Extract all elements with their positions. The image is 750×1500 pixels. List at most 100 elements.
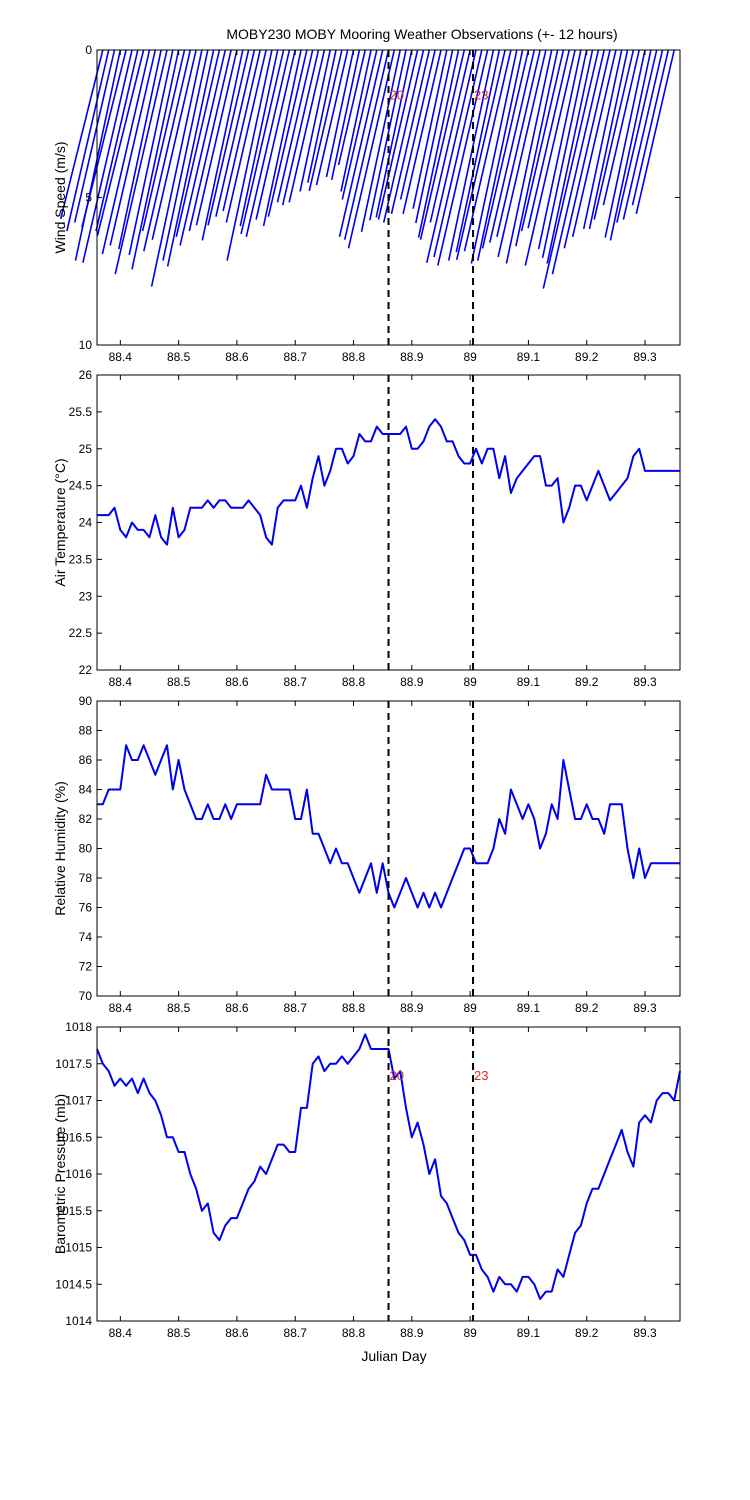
x-tick-label: 89.1 — [517, 1326, 541, 1340]
wind-stick — [382, 49, 425, 223]
wind-stick — [81, 49, 127, 228]
x-tick-label: 88.4 — [109, 675, 133, 689]
wind-stick — [150, 49, 203, 287]
wind-stick — [179, 49, 227, 246]
wind-stick — [602, 49, 640, 206]
wind-stick — [325, 49, 355, 178]
wind-stick — [308, 49, 343, 191]
wind-stick — [563, 49, 611, 249]
wind-stick — [96, 49, 145, 237]
x-tick-label: 89.2 — [575, 675, 599, 689]
y-tick-label: 70 — [79, 989, 93, 1003]
x-tick-label: 89 — [463, 1001, 477, 1015]
y-tick-label: 1015 — [65, 1241, 92, 1255]
wind-stick — [609, 49, 652, 241]
wind-stick — [571, 49, 617, 237]
wind-stick — [463, 49, 512, 252]
x-tick-label: 88.7 — [284, 675, 308, 689]
x-tick-label: 89.2 — [575, 350, 599, 364]
wind-stick — [489, 49, 536, 243]
wind-stick — [73, 49, 116, 223]
wind-stick — [101, 49, 151, 255]
y-tick-label: 84 — [79, 783, 93, 797]
rh-line — [97, 744, 680, 909]
wind-stick — [114, 49, 168, 275]
x-tick-label: 88.6 — [225, 1326, 249, 1340]
wind-stick — [527, 49, 570, 229]
wind-stick — [377, 49, 419, 220]
x-tick-label: 88.8 — [342, 675, 366, 689]
x-tick-label: 89.3 — [633, 1326, 657, 1340]
wind-stick — [546, 49, 594, 264]
x-tick-label: 89.2 — [575, 1326, 599, 1340]
wind-stick — [437, 49, 489, 266]
bp-y-axis-label: Barometric Pressure (mb) — [52, 1094, 68, 1254]
y-tick-label: 80 — [79, 842, 93, 856]
x-tick-label: 88.4 — [109, 1001, 133, 1015]
wind-stick — [417, 49, 460, 238]
wind-stick — [515, 49, 559, 247]
wind-stick — [338, 49, 384, 237]
wind-stick — [307, 49, 337, 183]
x-tick-label: 88.9 — [400, 1326, 424, 1340]
y-tick-label: 1018 — [65, 1020, 92, 1034]
y-tick-label: 88 — [79, 724, 93, 738]
wind-stick — [226, 49, 273, 261]
wind-stick — [330, 49, 361, 180]
wind-stick — [141, 49, 186, 232]
x-tick-label: 88.5 — [167, 1001, 191, 1015]
observation-label: 20 — [390, 87, 404, 102]
wind-stick — [288, 49, 326, 203]
x-tick-label: 88.4 — [109, 1326, 133, 1340]
y-tick-label: 72 — [79, 960, 93, 974]
x-tick-label: 88.6 — [225, 1001, 249, 1015]
wind-stick — [347, 49, 396, 249]
x-tick-label: 89.3 — [633, 1001, 657, 1015]
x-tick-label: 88.9 — [400, 675, 424, 689]
wind-stick — [399, 49, 436, 200]
wind-stick — [429, 49, 471, 223]
wind-stick — [604, 49, 646, 238]
wind-stick — [593, 49, 635, 220]
wind-stick — [537, 49, 582, 250]
wind-stick — [635, 49, 675, 214]
observation-label: 20 — [390, 1068, 404, 1083]
y-tick-label: 22 — [79, 663, 93, 677]
wind-stick — [82, 49, 133, 263]
y-tick-label: 10 — [79, 338, 93, 352]
x-axis-label: Julian Day — [361, 1348, 426, 1364]
y-tick-label: 25.5 — [69, 405, 93, 419]
y-tick-label: 78 — [79, 871, 93, 885]
x-tick-label: 89 — [463, 350, 477, 364]
wind-stick — [390, 49, 431, 214]
wind-stick — [166, 49, 215, 267]
x-tick-label: 88.6 — [225, 350, 249, 364]
y-tick-label: 90 — [79, 694, 93, 708]
y-tick-label: 1014 — [65, 1314, 92, 1328]
wind-stick — [240, 49, 285, 235]
x-tick-label: 88.9 — [400, 350, 424, 364]
wind-stick — [375, 49, 413, 218]
wind-stick — [524, 49, 576, 266]
wind-stick — [582, 49, 623, 230]
wind-stick — [128, 49, 174, 256]
wind-stick — [151, 49, 197, 240]
y-tick-label: 23.5 — [69, 552, 93, 566]
wind-y-axis-label: Wind Speed (m/s) — [52, 141, 68, 253]
rh-y-axis-label: Relative Humidity (%) — [52, 781, 68, 916]
wind-stick — [188, 49, 232, 232]
y-tick-label: 1014.5 — [55, 1277, 92, 1291]
wind-stick — [315, 49, 349, 186]
x-tick-label: 88.7 — [284, 1326, 308, 1340]
air-panel: 88.4 88.5 88.6 88.7 88.8 88.9 89 89.1 89.2 89.3 22… — [52, 368, 681, 689]
y-tick-label: 24 — [79, 516, 93, 530]
x-tick-label: 88.4 — [109, 350, 133, 364]
wind-stick — [496, 49, 541, 237]
wind-stick — [588, 49, 629, 230]
y-tick-label: 1017 — [65, 1094, 92, 1108]
wind-stick — [419, 49, 466, 240]
wind-stick — [201, 49, 244, 241]
wind-stick — [143, 49, 192, 252]
wind-stick — [340, 49, 372, 192]
